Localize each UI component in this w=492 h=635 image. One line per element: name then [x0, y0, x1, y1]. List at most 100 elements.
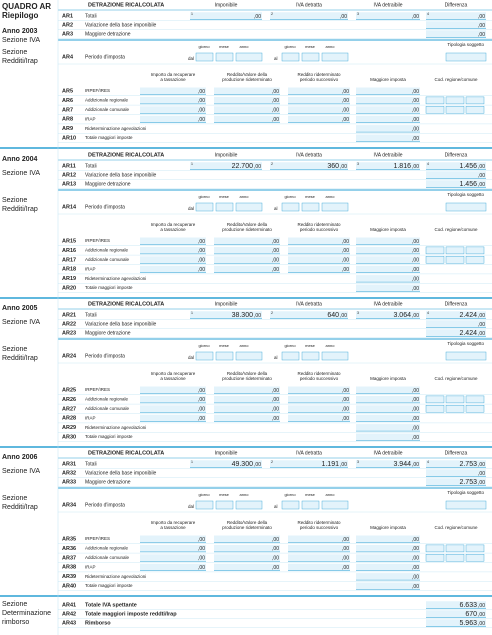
- date-box: [235, 202, 263, 212]
- date-box: [235, 351, 263, 361]
- column-header: Maggiore imposta: [370, 376, 406, 381]
- row-label: Totali: [85, 163, 97, 169]
- section-label: Sezione: [2, 49, 27, 56]
- code-box: [465, 395, 485, 404]
- field-cents: ,00: [198, 239, 205, 245]
- column-header: IVA detraibile: [373, 2, 402, 8]
- row-code: AR21: [62, 312, 76, 318]
- row-code: AR39: [62, 574, 76, 580]
- row-code: AR40: [62, 583, 76, 589]
- row-code: AR33: [62, 479, 76, 485]
- date-box: [321, 500, 349, 510]
- field: [356, 573, 420, 581]
- date-prefix: dal: [188, 504, 194, 509]
- field: [356, 134, 420, 142]
- field-cents: ,00: [412, 313, 419, 319]
- row-code: AR29: [62, 425, 76, 431]
- year-label: Anno 2004: [2, 156, 38, 163]
- field-cents: ,00: [412, 89, 419, 95]
- field: [356, 125, 420, 133]
- field-cents: ,00: [198, 248, 205, 254]
- column-header: Importo da recuperare: [151, 222, 196, 227]
- date-caption: giorno: [198, 44, 210, 49]
- field-cents: ,00: [412, 537, 419, 543]
- field: [140, 386, 206, 394]
- date-box: [215, 351, 234, 361]
- row-label: Maggiore detrazione: [85, 330, 131, 336]
- box-number: 3: [357, 460, 359, 464]
- field-cents: ,00: [342, 537, 349, 543]
- column-header: produzione rideterminato: [222, 525, 272, 530]
- date-box: [281, 500, 300, 510]
- type-caption: Tipologia soggetto: [447, 341, 484, 346]
- field-cents: ,00: [198, 108, 205, 114]
- field-value: 1.816: [393, 163, 411, 170]
- field-cents: ,00: [342, 556, 349, 562]
- date-caption: mese: [305, 44, 316, 49]
- field: [140, 395, 206, 403]
- column-header: IVA detratta: [296, 2, 322, 8]
- column-header: Maggiore imposta: [370, 525, 406, 530]
- type-caption: Tipologia soggetto: [447, 42, 484, 47]
- code-box: [425, 106, 445, 114]
- field: [288, 96, 350, 104]
- row-label: Addizionale regionale: [85, 397, 129, 402]
- field-cents: ,00: [340, 313, 347, 319]
- row-label: Variazione della base imponibile: [85, 470, 157, 476]
- field-cents: ,00: [412, 416, 419, 422]
- field-cents: ,00: [342, 407, 349, 413]
- field: [288, 544, 350, 552]
- field: [426, 180, 486, 188]
- column-header: Differenza: [445, 152, 468, 158]
- field-value: 3.064: [393, 312, 411, 319]
- field: [140, 256, 206, 264]
- field-cents: ,00: [412, 108, 419, 114]
- date-caption: giorno: [284, 194, 296, 199]
- field: [426, 12, 486, 20]
- field: [140, 265, 206, 273]
- field-cents: ,00: [198, 98, 205, 104]
- column-header: DETRAZIONE RICALCOLATA: [88, 2, 164, 8]
- field-value: 1.456: [459, 163, 477, 170]
- date-box: [235, 52, 263, 62]
- column-header: produzione rideterminato: [222, 77, 272, 82]
- row-code: AR19: [62, 276, 76, 282]
- row-code: AR23: [62, 330, 76, 336]
- row-code: AR6: [62, 98, 73, 104]
- column-header: Reddito/Valore della: [227, 222, 268, 227]
- code-box: [445, 256, 465, 264]
- code-box: [445, 395, 465, 404]
- field: [356, 563, 420, 571]
- field-cents: ,00: [412, 425, 419, 431]
- field-cents: ,00: [412, 435, 419, 441]
- field-cents: ,00: [254, 462, 261, 468]
- type-box: [445, 351, 487, 361]
- date-prefix: dal: [188, 206, 194, 211]
- row-label: Periodo d'imposta: [85, 502, 125, 508]
- field: [356, 554, 420, 562]
- code-box: [465, 106, 485, 114]
- date-caption: anno: [240, 492, 250, 497]
- field: [190, 162, 262, 170]
- column-header: Reddito rideterminato: [297, 371, 341, 376]
- row-label: Totali: [85, 13, 97, 19]
- date-box: [215, 202, 234, 212]
- section-label: Sezione: [2, 197, 27, 204]
- field: [140, 554, 206, 562]
- column-header: Cod. regione/comune: [434, 77, 478, 82]
- row-code: AR14: [62, 204, 77, 210]
- field: [214, 554, 280, 562]
- field: [356, 386, 420, 394]
- row-code: AR4: [62, 54, 74, 60]
- box-number: 4: [427, 162, 429, 166]
- column-header: IVA detraibile: [373, 450, 402, 456]
- date-caption: giorno: [198, 492, 210, 497]
- row-label: Totali: [85, 312, 97, 318]
- field: [214, 96, 280, 104]
- field: [426, 162, 486, 170]
- column-header: periodo successivo: [300, 376, 339, 381]
- field-value: 1.456: [459, 181, 477, 188]
- date-caption: giorno: [284, 343, 296, 348]
- date-prefix: al: [274, 56, 278, 61]
- row-label: Maggiore detrazione: [85, 479, 131, 485]
